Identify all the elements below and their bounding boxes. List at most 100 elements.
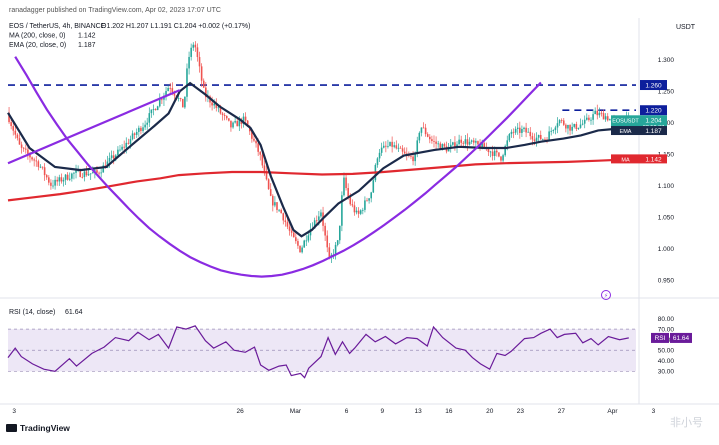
candle-body [248, 126, 251, 132]
candle-body [179, 98, 182, 100]
time-tick-label: 26 [237, 408, 245, 415]
candle-body [506, 140, 509, 146]
candle-body [129, 139, 132, 144]
line-value-tag [640, 126, 667, 136]
time-tick-label: 23 [517, 408, 525, 415]
candle-body [58, 177, 61, 182]
candle-body [265, 171, 268, 180]
candle-body [598, 112, 601, 116]
candle-body [225, 115, 228, 119]
candle-body [573, 124, 576, 127]
candle-body [242, 116, 245, 124]
candle-body [443, 144, 446, 147]
time-tick-label: 6 [345, 408, 349, 415]
candle-body [560, 120, 563, 121]
candle-body [470, 140, 473, 142]
candle-body [343, 177, 345, 196]
price-tick-label: 1.300 [658, 57, 675, 64]
line-name-tag-text: EOSUSDT [612, 118, 639, 124]
candle-body [144, 124, 146, 128]
level-price-tag-text: 1.260 [645, 82, 662, 89]
candle-body [362, 209, 364, 211]
candle-body [301, 247, 303, 253]
candle-body [460, 139, 463, 143]
candle-body [567, 124, 569, 129]
candle-body [35, 160, 38, 162]
candle-body [274, 202, 276, 206]
candle-body [334, 244, 337, 255]
candle-body [554, 127, 557, 131]
candle-body [85, 171, 88, 176]
candle-body [282, 213, 285, 221]
ohlc-readout: O1.202 H1.207 L1.191 C1.204 +0.002 (+0.1… [101, 23, 250, 30]
candle-body [539, 134, 542, 140]
candle-body [81, 176, 84, 178]
candle-body [228, 118, 230, 121]
price-tick-label: 1.050 [658, 215, 675, 222]
tradingview-logo-icon [6, 424, 17, 432]
candle-body [500, 156, 502, 161]
trendline [7, 89, 181, 165]
rsi-legend-label[interactable]: RSI (14, close) [9, 309, 55, 316]
candle-body [142, 127, 144, 132]
candle-body [154, 109, 157, 111]
candle-body [196, 47, 199, 58]
time-tick-label: 3 [12, 408, 16, 415]
candle-body [544, 139, 546, 140]
candle-body [357, 210, 360, 214]
candle-body [22, 147, 25, 149]
candle-body [108, 157, 111, 162]
ema-legend-label[interactable]: EMA (20, close, 0) [9, 42, 66, 49]
candle-body [380, 147, 383, 153]
line-value-tag-text: 1.187 [645, 128, 662, 135]
candle-body [370, 192, 372, 199]
ma-legend-label[interactable]: MA (200, close, 0) [9, 33, 65, 40]
candle-body [213, 103, 215, 106]
candle-body [491, 151, 494, 156]
candle-body [127, 142, 130, 144]
candle-body [71, 173, 73, 179]
candle-body [581, 123, 584, 125]
candle-body [569, 124, 571, 131]
candle-body [472, 140, 475, 143]
rounding-bottom-curve [14, 56, 542, 278]
candle-body [165, 91, 167, 96]
candle-body [56, 179, 58, 182]
candle-body [385, 145, 387, 147]
candle-body [376, 158, 379, 165]
candle-body [606, 116, 609, 121]
candle-body [387, 145, 389, 147]
candle-body [121, 146, 123, 150]
candle-body [397, 147, 400, 149]
candle-body [401, 148, 404, 152]
candle-body [600, 112, 603, 114]
candle-body [575, 124, 578, 129]
candle-body [110, 155, 113, 158]
candle-body [477, 141, 479, 145]
ema-legend-value: 1.187 [78, 42, 96, 49]
candle-body [238, 119, 241, 127]
candle-body [420, 127, 423, 133]
level-price-tag-text: 1.220 [645, 108, 662, 115]
candle-body [487, 148, 490, 152]
candle-body [10, 122, 12, 127]
watermark-text: 非小号 [670, 416, 703, 429]
candle-body [73, 172, 75, 174]
candle-body [320, 212, 322, 217]
candle-body [378, 152, 381, 159]
candle-body [307, 235, 310, 241]
candle-body [146, 122, 149, 125]
symbol-line[interactable]: EOS / TetherUS, 4h, BINANCE [9, 23, 106, 30]
candle-body [297, 241, 299, 246]
candle-body [527, 131, 529, 133]
candle-body [16, 134, 19, 139]
rsi-value-tag [670, 332, 692, 343]
candle-body [194, 44, 197, 48]
candle-body [548, 131, 550, 141]
candle-body [215, 103, 218, 108]
candle-body [190, 47, 192, 57]
candle-body [422, 127, 425, 129]
candle-body [512, 131, 515, 133]
candle-body [542, 139, 544, 140]
